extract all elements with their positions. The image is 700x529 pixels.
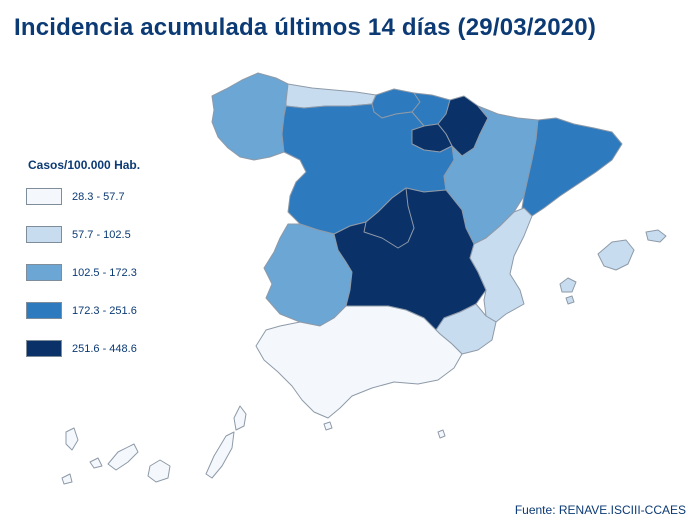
map-title: Incidencia acumulada últimos 14 días (29… xyxy=(14,14,597,41)
region-galicia xyxy=(211,72,289,161)
source-note: Fuente: RENAVE.ISCIII-CCAES xyxy=(514,503,686,517)
region-canarias-gomera xyxy=(89,457,103,469)
region-ceuta xyxy=(323,421,333,431)
legend-swatch xyxy=(26,264,62,281)
legend-swatch xyxy=(26,340,62,357)
legend-item: 102.5 - 172.3 xyxy=(26,262,226,283)
legend-item: 28.3 - 57.7 xyxy=(26,186,226,207)
region-canarias-la-palma xyxy=(65,427,79,451)
region-canarias-el-hierro xyxy=(61,473,73,485)
region-baleares-mallorca xyxy=(597,239,635,271)
region-canarias-gran-canaria xyxy=(147,459,171,483)
region-canarias-tenerife xyxy=(107,443,139,471)
legend: Casos/100.000 Hab. 28.3 - 57.7 57.7 - 10… xyxy=(26,158,226,376)
legend-swatch xyxy=(26,302,62,319)
legend-title: Casos/100.000 Hab. xyxy=(28,158,141,172)
region-andalucia xyxy=(255,305,463,419)
legend-item: 57.7 - 102.5 xyxy=(26,224,226,245)
legend-item: 251.6 - 448.6 xyxy=(26,338,226,359)
legend-item: 172.3 - 251.6 xyxy=(26,300,226,321)
region-baleares-menorca xyxy=(645,229,667,243)
region-baleares-formentera xyxy=(565,295,575,305)
legend-swatch xyxy=(26,188,62,205)
region-baleares-ibiza xyxy=(559,277,577,293)
legend-label: 172.3 - 251.6 xyxy=(72,304,137,317)
legend-label: 28.3 - 57.7 xyxy=(72,190,125,203)
legend-swatch xyxy=(26,226,62,243)
region-canarias-lanzarote xyxy=(233,405,247,431)
region-melilla xyxy=(437,429,446,439)
legend-label: 251.6 - 448.6 xyxy=(72,342,137,355)
legend-label: 57.7 - 102.5 xyxy=(72,228,131,241)
region-canarias-fuerteventura xyxy=(205,431,235,479)
region-madrid xyxy=(363,187,415,249)
region-cataluna xyxy=(521,117,623,217)
legend-label: 102.5 - 172.3 xyxy=(72,266,137,279)
